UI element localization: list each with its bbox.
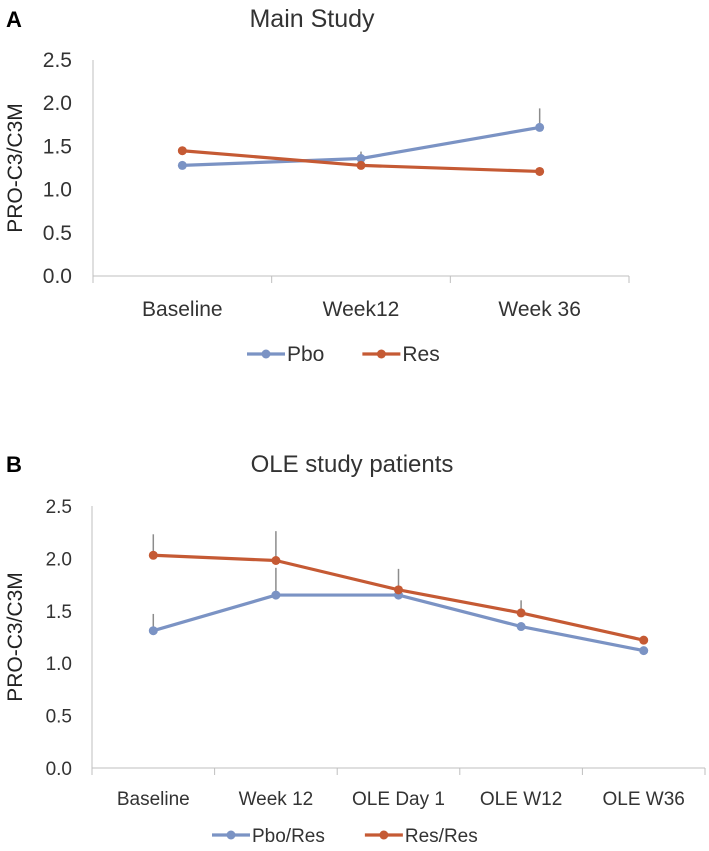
legend-label: Res [402,343,439,366]
legend-marker [379,830,389,840]
y-tick-label: 0.5 [46,707,72,728]
panel-a-x-tick-labels: Baseline Week12 Week 36 [142,298,581,321]
panel-b-label: B [6,452,22,477]
x-tick-label: OLE W36 [603,789,685,810]
data-point [535,122,545,132]
data-point [535,166,545,176]
data-point [148,550,158,560]
legend-label: Pbo [287,343,324,366]
panel-b-title: OLE study patients [251,451,454,478]
panel-a-y-tick-labels: 0.0 0.5 1.0 1.5 2.0 2.5 [43,49,72,288]
data-point [394,585,403,595]
x-tick-label: OLE W12 [480,789,562,810]
y-tick-label: 1.0 [43,179,72,202]
legend-label: Res/Res [405,826,478,847]
panel-b-y-tick-labels: 0.0 0.5 1.0 1.5 2.0 2.5 [46,497,72,780]
panel-a-legend: Pbo Res [247,343,440,366]
panel-a-data-points [177,122,545,176]
data-point [516,608,526,618]
panel-a-title: Main Study [249,5,375,33]
data-point [516,622,526,632]
x-tick-label: Week 36 [498,298,581,321]
y-tick-label: 1.5 [43,135,72,158]
y-tick-label: 2.5 [46,497,72,518]
data-point [356,160,366,170]
y-tick-label: 1.0 [46,654,72,675]
legend-entry: Res/Res [364,826,478,847]
x-tick-label: Baseline [142,298,223,321]
panel-b-legend: Pbo/Res Res/Res [212,826,478,847]
data-point [148,626,158,636]
panel-a-y-axis-label: PRO-C3/C3M [4,103,27,233]
panel-a: A Main Study PRO-C3/C3M 0.0 0.5 1.0 1.5 2.0 2… [4,5,630,366]
y-tick-label: 2.0 [46,549,72,570]
legend-entry: Pbo/Res [212,826,325,847]
y-tick-label: 0.0 [43,265,72,288]
panel-b-gridlines [91,506,706,775]
panel-a-gridlines [92,60,630,283]
legend-marker [261,349,271,359]
legend-entry: Res [362,343,440,366]
legend-entry: Pbo [247,343,324,366]
y-tick-label: 0.0 [46,759,72,780]
data-point [177,160,187,170]
data-point [639,635,649,645]
x-tick-label: Baseline [117,789,190,810]
panel-b-y-axis-label: PRO-C3/C3M [4,572,27,702]
y-tick-label: 2.5 [43,49,72,72]
data-point [356,153,366,163]
panel-b-x-tick-labels: Baseline Week 12 OLE Day 1 OLE W12 OLE W36 [117,789,685,810]
x-tick-label: OLE Day 1 [352,789,445,810]
data-point [177,146,187,156]
data-point [271,555,281,565]
y-tick-label: 1.5 [46,602,72,623]
y-tick-label: 0.5 [43,222,72,245]
x-tick-label: Week 12 [239,789,314,810]
legend-marker [226,830,236,840]
panel-b: B OLE study patients PRO-C3/C3M 0.0 0.5 1.… [4,451,706,847]
panel-a-label: A [6,7,22,32]
data-point [271,590,281,600]
x-tick-label: Week12 [323,298,400,321]
legend-label: Pbo/Res [252,826,325,847]
legend-marker [376,349,386,359]
data-point [639,646,649,656]
panel-b-data-points [148,550,649,656]
y-tick-label: 2.0 [43,92,72,115]
